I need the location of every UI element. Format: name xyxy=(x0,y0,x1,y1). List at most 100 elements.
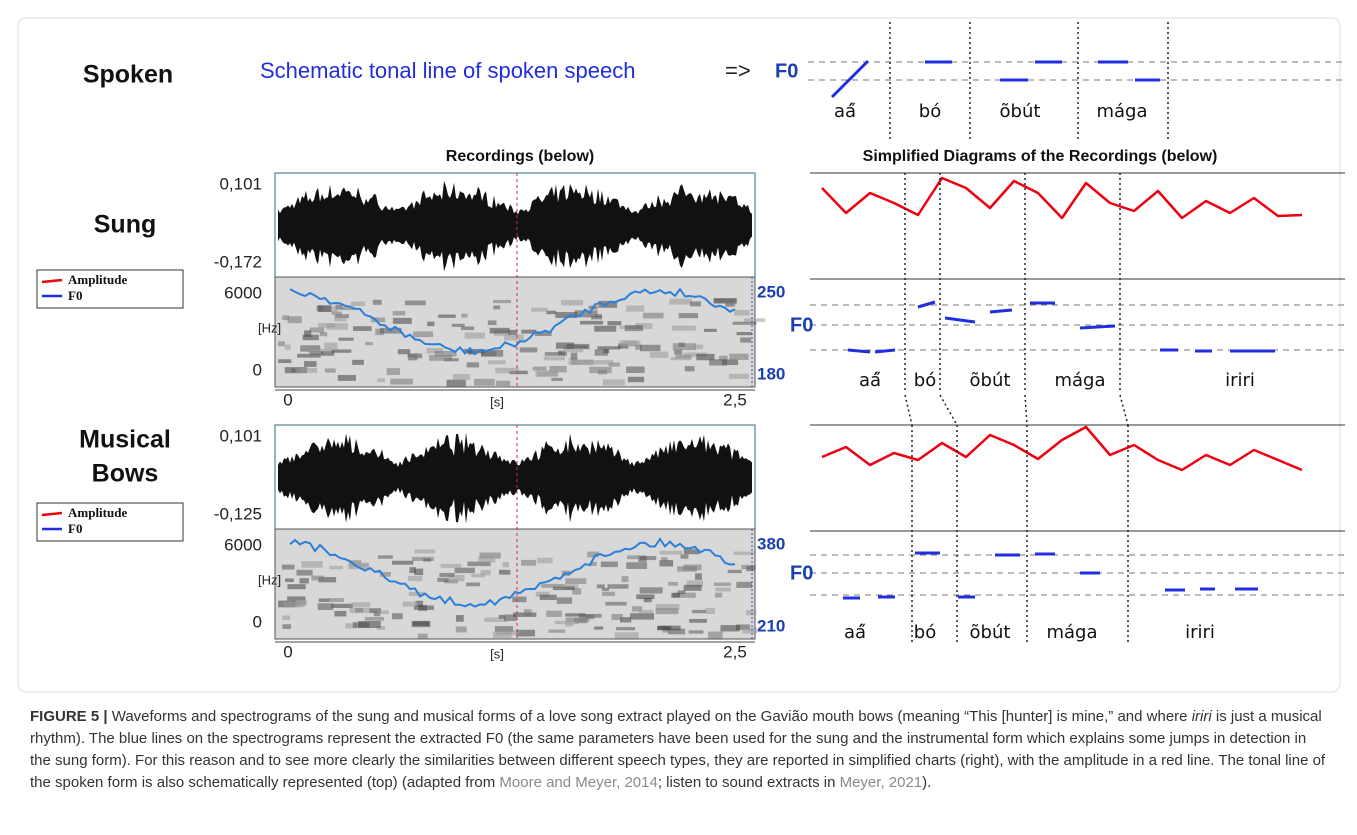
spectrogram-texture xyxy=(493,300,511,303)
spectrogram-texture xyxy=(658,626,681,631)
spectrogram-texture xyxy=(488,360,506,364)
spectrogram-texture xyxy=(628,377,644,382)
time-label: [s] xyxy=(490,646,504,661)
spectrogram-texture xyxy=(353,326,372,331)
spectrogram-texture xyxy=(390,379,413,385)
spectrogram-texture xyxy=(673,343,696,350)
spectrogram-texture xyxy=(594,326,616,332)
syllable: õbút xyxy=(970,370,1011,391)
spectrogram-texture xyxy=(329,566,343,569)
spectrogram-texture xyxy=(294,601,305,607)
spectrogram-texture xyxy=(746,610,757,615)
spectrogram-texture xyxy=(541,584,563,588)
spectrogram-texture xyxy=(695,573,702,579)
line xyxy=(1025,395,1027,425)
syllable: mága xyxy=(1046,622,1097,643)
line xyxy=(990,310,1012,312)
spectrogram-texture xyxy=(311,576,324,581)
spectrogram-texture xyxy=(461,314,467,318)
f0-axis-label: 380 xyxy=(757,534,785,553)
line xyxy=(832,61,868,97)
spectrogram-texture xyxy=(413,621,429,625)
axis-label: 6000 xyxy=(224,535,262,554)
spectrogram-texture xyxy=(592,360,613,365)
header: Simplified Diagrams of the Recordings (b… xyxy=(863,148,1218,165)
spectrogram-texture xyxy=(605,602,626,606)
row-label: Sung xyxy=(94,211,157,239)
spectrogram-texture xyxy=(493,632,512,638)
spectrogram-texture xyxy=(427,322,434,326)
spectrogram-texture xyxy=(720,625,739,631)
spectrogram-texture xyxy=(441,564,461,568)
time-label: 2,5 xyxy=(723,390,747,409)
syllable: bó xyxy=(914,622,936,643)
syllable: mága xyxy=(1054,370,1105,391)
spectrogram-texture xyxy=(499,615,505,619)
f0-axis-label: 250 xyxy=(757,282,785,301)
spectrogram-texture xyxy=(496,381,510,386)
spectrogram-texture xyxy=(304,330,311,337)
spectrogram-texture xyxy=(403,602,418,607)
legend-entry: F0 xyxy=(68,288,82,303)
spectrogram-texture xyxy=(285,578,294,582)
spectrogram-texture xyxy=(640,345,661,351)
spectrogram-texture xyxy=(557,597,572,603)
spectrogram-texture xyxy=(521,560,536,566)
reference[interactable]: Meyer, 2021 xyxy=(840,774,923,791)
spoken-caption: Schematic tonal line of spoken speech xyxy=(260,58,635,83)
spectrogram-texture xyxy=(630,613,654,619)
spectrogram-texture xyxy=(310,349,332,353)
time-label: 0 xyxy=(283,390,292,409)
spectrogram-texture xyxy=(638,556,646,563)
spectrogram-texture xyxy=(338,338,353,341)
spectrogram-texture xyxy=(671,357,691,360)
spectrogram-texture xyxy=(734,310,749,316)
spectrogram-texture xyxy=(413,331,433,337)
spectrogram-texture xyxy=(481,570,491,576)
spectrogram-texture xyxy=(455,568,475,573)
axis-label: 0,101 xyxy=(219,174,262,193)
spectrogram-texture xyxy=(282,615,290,619)
spectrogram-texture xyxy=(561,300,583,305)
spectrogram-texture xyxy=(535,370,557,377)
f0-axis-label: 210 xyxy=(757,616,785,635)
spectrogram-texture xyxy=(728,570,742,573)
spectrogram-texture xyxy=(737,332,752,335)
spectrogram-texture xyxy=(714,583,731,586)
spectrogram-texture xyxy=(625,325,643,331)
spectrogram-texture xyxy=(580,321,603,325)
spectrogram-texture xyxy=(622,576,629,582)
spectrogram-texture xyxy=(729,354,748,360)
spectrogram-texture xyxy=(715,593,722,598)
spectrogram-texture xyxy=(446,380,465,387)
spectrogram-texture xyxy=(607,584,628,588)
spectrogram-texture xyxy=(324,343,337,350)
spectrogram-texture xyxy=(282,624,291,629)
spectrogram-texture xyxy=(742,627,757,633)
spectrogram-texture xyxy=(520,347,538,352)
spectrogram-texture xyxy=(318,305,332,312)
spectrogram-texture xyxy=(490,328,510,334)
spectrogram-texture xyxy=(644,598,652,602)
spoken-label: Spoken xyxy=(83,61,173,89)
line xyxy=(905,395,912,425)
spectrogram-texture xyxy=(415,353,422,358)
spectrogram-texture xyxy=(499,570,510,575)
f0-label: F0 xyxy=(790,562,813,584)
spectrogram-texture xyxy=(661,557,668,560)
figure: Spoken Schematic tonal line of spoken sp… xyxy=(0,0,1357,700)
axis-label: 0 xyxy=(253,360,262,379)
spectrogram-texture xyxy=(453,374,470,380)
spectrogram-texture xyxy=(508,330,517,335)
spectrogram-texture xyxy=(708,632,722,639)
axis-unit: [Hz] xyxy=(258,572,281,587)
spectrogram-texture xyxy=(295,368,317,373)
spectrogram-texture xyxy=(456,626,467,632)
spectrogram-texture xyxy=(503,562,509,567)
spectrogram-texture xyxy=(488,320,497,325)
spectrogram-texture xyxy=(358,621,381,628)
reference[interactable]: Moore and Meyer, 2014 xyxy=(499,774,657,791)
spectrogram-texture xyxy=(571,353,578,360)
spectrogram-texture xyxy=(377,610,389,614)
spectrogram-texture xyxy=(715,588,731,592)
